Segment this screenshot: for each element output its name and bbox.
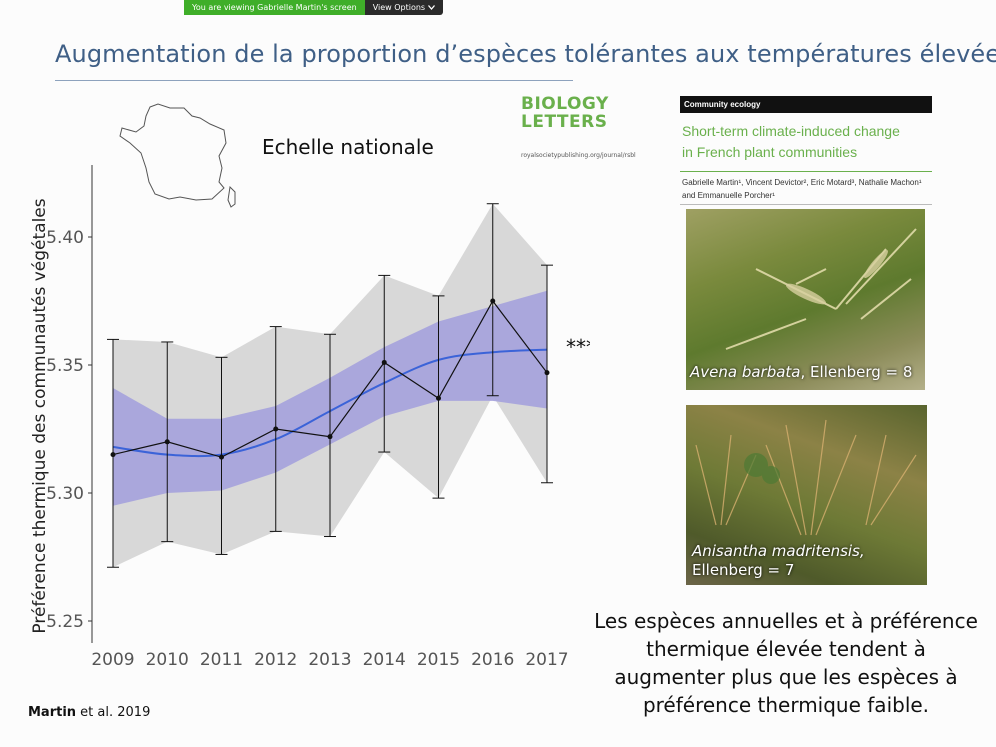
y-ticks: 5.25 5.30 5.35 5.40 (46, 228, 92, 632)
view-options-button[interactable]: View Options (364, 0, 444, 15)
x-tick-label: 2010 (146, 650, 189, 670)
conclusion-line: Les espèces annuelles et à préférence (594, 609, 978, 633)
article-divider (680, 171, 932, 172)
article-header: Community ecology Short-term climate-ind… (680, 96, 932, 205)
article-title-line2: in French plant communities (682, 144, 858, 160)
france-map-icon (119, 103, 236, 208)
thermal-preference-chart: Echelle nationale 5.255.305.355.40 2009 2… (30, 103, 590, 670)
screen-share-bar: You are viewing Gabrielle Martin's scree… (184, 0, 444, 15)
article-section: Community ecology (680, 96, 932, 113)
data-point (381, 359, 387, 365)
slide-title: Augmentation de la proportion d’espèces … (55, 40, 996, 68)
grass-illustration (725, 228, 917, 350)
significance-label: *** (566, 335, 590, 359)
article-title-line1: Short-term climate-induced change (682, 123, 900, 139)
data-point (219, 454, 224, 460)
y-tick-label: 5.30 (46, 484, 84, 504)
x-tick-label: 2012 (254, 650, 297, 670)
photo2-caption: Anisantha madritensis, Ellenberg = 7 (692, 542, 865, 579)
article-divider-2 (680, 204, 932, 205)
conclusion-text: Les espèces annuelles et à préférence th… (588, 607, 984, 719)
conclusion-line: thermique élevée tendent à (646, 637, 926, 661)
grass-illustration-2 (695, 419, 917, 536)
data-point (110, 452, 116, 458)
journal-url: royalsocietypublishing.org/journal/rsbl (521, 152, 636, 159)
y-axis-title: Préférence thermique des communautés vég… (30, 198, 50, 633)
data-point (544, 370, 550, 376)
conclusion-line: préférence thermique faible. (642, 693, 930, 717)
article-authors-line1: Gabrielle Martin¹, Vincent Devictor², Er… (682, 178, 922, 187)
photo1-caption: Avena barbata, Ellenberg = 8 (690, 363, 913, 381)
data-point (327, 434, 333, 440)
data-point (164, 439, 170, 445)
y-tick-label: 5.40 (46, 228, 84, 248)
chevron-down-icon (428, 5, 436, 10)
data-point (273, 426, 279, 432)
view-options-label: View Options (372, 3, 426, 12)
article-authors-line2: and Emmanuelle Porcher¹ (682, 191, 775, 200)
anisantha-madritensis-photo: Anisantha madritensis, Ellenberg = 7 (686, 405, 927, 585)
x-ticks: 2009 2010 2011 2012 2013 2014 2015 2016 2017 (91, 650, 568, 670)
data-point (436, 395, 441, 401)
x-tick-label: 2014 (363, 650, 406, 670)
viewing-notice: You are viewing Gabrielle Martin's scree… (184, 0, 365, 15)
x-tick-label: 2011 (200, 650, 243, 670)
chart-title: Echelle nationale (262, 135, 434, 159)
journal-logo-line1: BIOLOGY (521, 94, 609, 114)
y-tick-label: 5.25 (46, 612, 84, 632)
x-tick-label: 2009 (91, 650, 134, 670)
article-title: Short-term climate-induced change in Fre… (682, 121, 932, 163)
data-point (490, 298, 496, 304)
article-authors: Gabrielle Martin¹, Vincent Devictor², Er… (682, 176, 932, 202)
avena-barbata-photo: Avena barbata, Ellenberg = 8 (686, 209, 925, 390)
x-tick-label: 2013 (308, 650, 351, 670)
x-tick-label: 2016 (471, 650, 514, 670)
citation: Martin et al. 2019 (28, 705, 151, 720)
x-tick-label: 2017 (525, 650, 568, 670)
journal-logo-line2: LETTERS (521, 112, 608, 132)
journal-logo: BIOLOGY LETTERS (521, 95, 609, 131)
y-tick-label: 5.35 (46, 356, 84, 376)
data-points (110, 298, 550, 460)
x-tick-label: 2015 (417, 650, 460, 670)
conclusion-line: augmenter plus que les espèces à (614, 665, 958, 689)
title-divider (55, 80, 573, 81)
